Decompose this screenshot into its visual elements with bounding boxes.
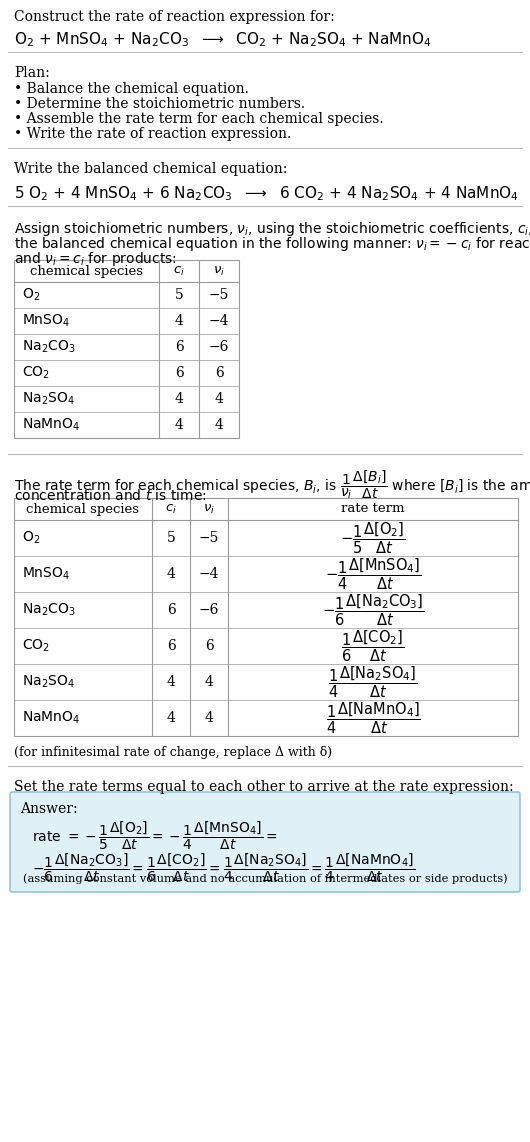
Text: Set the rate terms equal to each other to arrive at the rate expression:: Set the rate terms equal to each other t… (14, 780, 514, 794)
Text: concentration and $t$ is time:: concentration and $t$ is time: (14, 488, 207, 502)
Text: $\mathrm{Na_2CO_3}$: $\mathrm{Na_2CO_3}$ (22, 602, 76, 618)
Text: $\mathrm{O_2}$ + $\mathrm{MnSO_4}$ + $\mathrm{Na_2CO_3}$  $\longrightarrow$  $\m: $\mathrm{O_2}$ + $\mathrm{MnSO_4}$ + $\m… (14, 30, 432, 49)
Text: chemical species: chemical species (26, 502, 139, 515)
Text: −4: −4 (199, 566, 219, 581)
Text: 4: 4 (174, 314, 183, 328)
Text: $\mathrm{CO_2}$: $\mathrm{CO_2}$ (22, 364, 50, 381)
Text: $\mathrm{NaMnO_4}$: $\mathrm{NaMnO_4}$ (22, 710, 80, 726)
Text: −4: −4 (209, 314, 229, 328)
Text: 4: 4 (166, 566, 175, 581)
Text: $\mathrm{NaMnO_4}$: $\mathrm{NaMnO_4}$ (22, 417, 80, 433)
Text: the balanced chemical equation in the following manner: $\nu_i = -c_i$ for react: the balanced chemical equation in the fo… (14, 235, 530, 254)
Text: 4: 4 (205, 675, 214, 689)
Text: Construct the rate of reaction expression for:: Construct the rate of reaction expressio… (14, 10, 335, 24)
Text: 6: 6 (174, 340, 183, 354)
Text: rate $= -\dfrac{1}{5}\dfrac{\Delta[\mathrm{O_2}]}{\Delta t} = -\dfrac{1}{4}\dfra: rate $= -\dfrac{1}{5}\dfrac{\Delta[\math… (32, 820, 278, 852)
Text: rate term: rate term (341, 502, 405, 515)
Text: 4: 4 (174, 418, 183, 432)
Text: $\dfrac{1}{6}\dfrac{\Delta[\mathrm{CO_2}]}{\Delta t}$: $\dfrac{1}{6}\dfrac{\Delta[\mathrm{CO_2}… (341, 628, 405, 664)
Bar (14, 260, 239, 439)
Text: $\dfrac{1}{4}\dfrac{\Delta[\mathrm{Na_2SO_4}]}{\Delta t}$: $\dfrac{1}{4}\dfrac{\Delta[\mathrm{Na_2S… (328, 665, 418, 700)
Bar (14, 498, 518, 735)
Text: −5: −5 (199, 531, 219, 545)
Text: • Assemble the rate term for each chemical species.: • Assemble the rate term for each chemic… (14, 112, 384, 126)
Text: Write the balanced chemical equation:: Write the balanced chemical equation: (14, 162, 287, 176)
Text: 4: 4 (215, 418, 224, 432)
Text: 6: 6 (205, 640, 214, 653)
Text: (assuming constant volume and no accumulation of intermediates or side products): (assuming constant volume and no accumul… (23, 874, 507, 884)
Text: and $\nu_i = c_i$ for products:: and $\nu_i = c_i$ for products: (14, 250, 177, 268)
Text: 6: 6 (215, 365, 223, 380)
Text: −5: −5 (209, 288, 229, 301)
Text: $\mathrm{O_2}$: $\mathrm{O_2}$ (22, 530, 40, 546)
Text: • Determine the stoichiometric numbers.: • Determine the stoichiometric numbers. (14, 97, 305, 111)
Text: 6: 6 (166, 640, 175, 653)
Text: 4: 4 (205, 711, 214, 725)
Text: (for infinitesimal rate of change, replace Δ with δ): (for infinitesimal rate of change, repla… (14, 746, 332, 759)
Text: 4: 4 (174, 392, 183, 407)
Text: Assign stoichiometric numbers, $\nu_i$, using the stoichiometric coefficients, $: Assign stoichiometric numbers, $\nu_i$, … (14, 220, 530, 238)
Text: Answer:: Answer: (20, 802, 77, 817)
Text: $c_i$: $c_i$ (165, 502, 177, 515)
Text: 4: 4 (215, 392, 224, 407)
Text: −6: −6 (209, 340, 229, 354)
Text: $-\dfrac{1}{4}\dfrac{\Delta[\mathrm{MnSO_4}]}{\Delta t}$: $-\dfrac{1}{4}\dfrac{\Delta[\mathrm{MnSO… (325, 556, 421, 592)
Text: $\nu_i$: $\nu_i$ (213, 265, 225, 278)
Text: 4: 4 (166, 675, 175, 689)
Text: 5 $\mathrm{O_2}$ + 4 $\mathrm{MnSO_4}$ + 6 $\mathrm{Na_2CO_3}$  $\longrightarrow: 5 $\mathrm{O_2}$ + 4 $\mathrm{MnSO_4}$ +… (14, 184, 519, 202)
Text: 6: 6 (174, 365, 183, 380)
Text: chemical species: chemical species (30, 265, 143, 278)
Text: $\mathrm{Na_2SO_4}$: $\mathrm{Na_2SO_4}$ (22, 674, 75, 690)
Text: $\dfrac{1}{4}\dfrac{\Delta[\mathrm{NaMnO_4}]}{\Delta t}$: $\dfrac{1}{4}\dfrac{\Delta[\mathrm{NaMnO… (325, 700, 420, 735)
Text: $-\dfrac{1}{6}\dfrac{\Delta[\mathrm{Na_2CO_3}]}{\Delta t}$: $-\dfrac{1}{6}\dfrac{\Delta[\mathrm{Na_2… (322, 593, 425, 628)
Text: 6: 6 (166, 603, 175, 617)
Text: $-\dfrac{1}{5}\dfrac{\Delta[\mathrm{O_2}]}{\Delta t}$: $-\dfrac{1}{5}\dfrac{\Delta[\mathrm{O_2}… (340, 521, 406, 556)
Text: 4: 4 (166, 711, 175, 725)
Text: $-\dfrac{1}{6}\dfrac{\Delta[\mathrm{Na_2CO_3}]}{\Delta t} = \dfrac{1}{6}\dfrac{\: $-\dfrac{1}{6}\dfrac{\Delta[\mathrm{Na_2… (32, 852, 415, 884)
Text: $\mathrm{MnSO_4}$: $\mathrm{MnSO_4}$ (22, 565, 70, 582)
Text: 5: 5 (174, 288, 183, 301)
Text: $\mathrm{CO_2}$: $\mathrm{CO_2}$ (22, 637, 50, 654)
Text: The rate term for each chemical species, $B_i$, is $\dfrac{1}{\nu_i}\dfrac{\Delt: The rate term for each chemical species,… (14, 468, 530, 500)
Text: $\mathrm{Na_2CO_3}$: $\mathrm{Na_2CO_3}$ (22, 339, 76, 355)
Text: $\mathrm{MnSO_4}$: $\mathrm{MnSO_4}$ (22, 313, 70, 329)
Text: • Balance the chemical equation.: • Balance the chemical equation. (14, 82, 249, 96)
Text: $\mathrm{Na_2SO_4}$: $\mathrm{Na_2SO_4}$ (22, 391, 75, 408)
Text: 5: 5 (166, 531, 175, 545)
Text: −6: −6 (199, 603, 219, 617)
Text: $\mathrm{O_2}$: $\mathrm{O_2}$ (22, 287, 40, 303)
Text: • Write the rate of reaction expression.: • Write the rate of reaction expression. (14, 127, 292, 140)
FancyBboxPatch shape (10, 793, 520, 892)
Text: $c_i$: $c_i$ (173, 265, 185, 278)
Text: $\nu_i$: $\nu_i$ (203, 502, 215, 515)
Text: Plan:: Plan: (14, 66, 50, 80)
